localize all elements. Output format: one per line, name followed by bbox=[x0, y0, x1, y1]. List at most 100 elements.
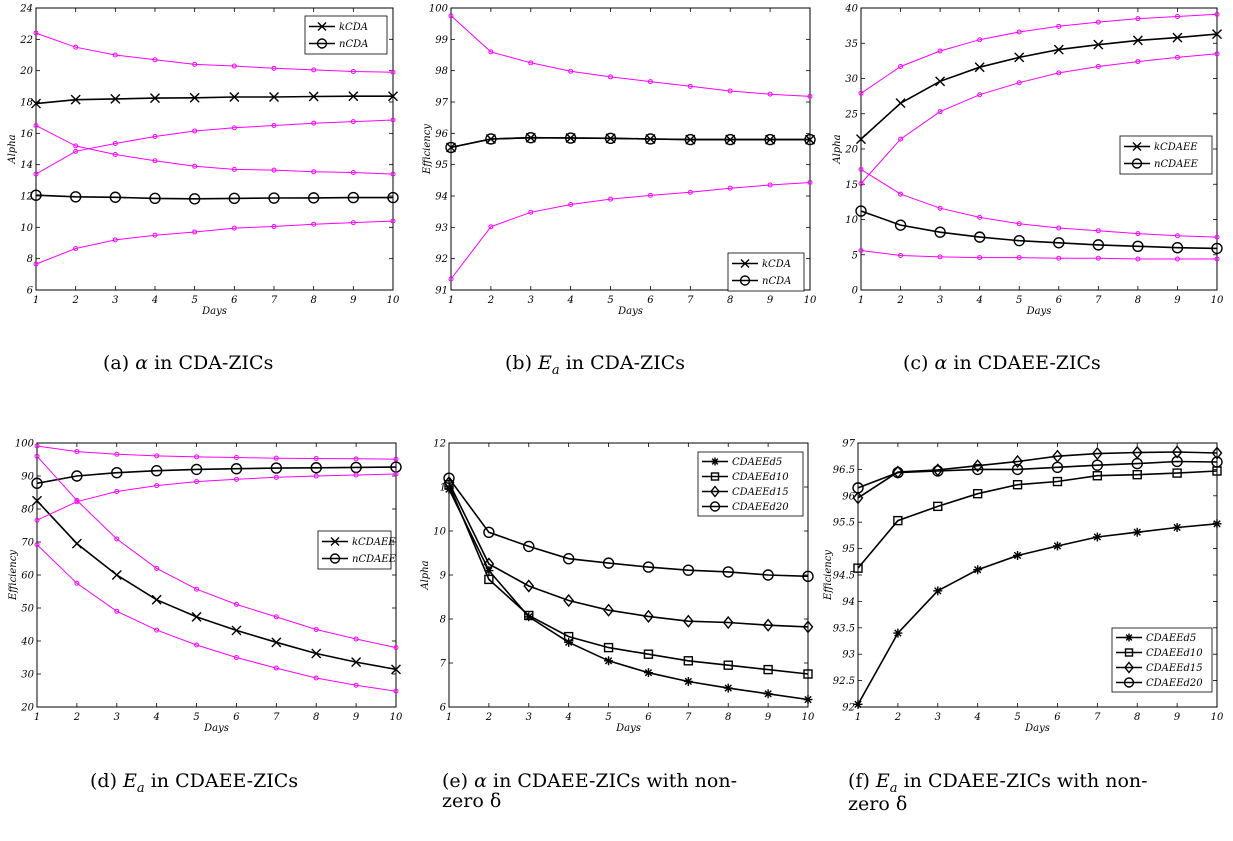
star-marker bbox=[933, 586, 943, 596]
caption-text: in CDAEE-ZICs bbox=[947, 352, 1101, 374]
circle-marker bbox=[764, 133, 776, 146]
caption-text: in CDAEE-ZICs bbox=[144, 770, 299, 792]
dot-marker bbox=[152, 232, 158, 238]
circle-marker bbox=[387, 191, 399, 204]
series-CDAEEd10 bbox=[853, 466, 1222, 573]
diamond-marker bbox=[802, 620, 814, 634]
series-CDAEEd10 bbox=[444, 480, 813, 679]
diamond-marker bbox=[972, 459, 984, 473]
circle-marker bbox=[188, 193, 201, 205]
x-marker bbox=[1014, 52, 1025, 63]
legend-label: CDAEEd10 bbox=[732, 472, 789, 483]
series-line bbox=[860, 250, 1217, 260]
caption-subscript: a bbox=[889, 780, 898, 796]
dot-marker bbox=[313, 626, 319, 632]
star-marker bbox=[853, 699, 863, 709]
diamond-marker bbox=[710, 485, 720, 498]
dot-marker bbox=[1135, 16, 1141, 22]
x-tick-label: 1 bbox=[448, 295, 454, 306]
legend-box bbox=[317, 530, 392, 570]
dot-marker bbox=[194, 586, 200, 592]
square-marker bbox=[853, 563, 863, 573]
dot-marker bbox=[34, 517, 40, 523]
series-line bbox=[448, 482, 809, 628]
series-bound bbox=[34, 443, 399, 462]
circle-marker bbox=[1211, 242, 1223, 255]
dot-marker bbox=[353, 456, 359, 462]
x-axis-label: Days bbox=[1024, 723, 1050, 734]
series-bound bbox=[34, 453, 399, 651]
chart-b: 1 2 3 4 5 6 7 8 9 10 91 92 93 94 95 96 97 98 99 100 Days Effi… bbox=[422, 4, 817, 318]
circle-marker bbox=[1011, 463, 1024, 476]
series-line bbox=[860, 33, 1218, 140]
x-tick-label: 2 bbox=[487, 295, 494, 306]
square-marker bbox=[893, 515, 903, 526]
dot-marker bbox=[858, 166, 864, 172]
series-bound bbox=[858, 166, 1220, 240]
dot-marker bbox=[647, 192, 653, 198]
circle-marker bbox=[483, 526, 495, 539]
legend-label: kCDAEE bbox=[1154, 142, 1198, 153]
series-line bbox=[35, 95, 393, 105]
x-tick-label: 5 bbox=[1016, 295, 1022, 306]
y-tick-label: 95 bbox=[842, 544, 855, 555]
dot-marker bbox=[390, 117, 396, 123]
legend-label: kCDAEE bbox=[352, 537, 396, 548]
series-line bbox=[35, 32, 394, 73]
circle-marker bbox=[71, 470, 83, 482]
dot-marker bbox=[393, 456, 399, 462]
x-marker bbox=[311, 648, 322, 659]
star-marker bbox=[1013, 550, 1023, 560]
x-tick-label: 7 bbox=[1095, 295, 1102, 306]
x-tick-label: 1 bbox=[855, 712, 861, 723]
dot-marker bbox=[112, 52, 118, 58]
y-tick-label: 25 bbox=[844, 109, 858, 120]
legend: kCDA nCDA bbox=[727, 252, 805, 292]
dot-marker bbox=[194, 454, 200, 460]
dot-marker bbox=[33, 171, 39, 177]
dot-marker bbox=[937, 109, 943, 115]
circle-marker bbox=[1171, 241, 1184, 254]
x-marker bbox=[351, 657, 362, 668]
dot-marker bbox=[34, 443, 40, 449]
x-tick-label: 4 bbox=[973, 712, 980, 723]
legend-box bbox=[727, 252, 805, 292]
x-tick-label: 7 bbox=[685, 712, 692, 723]
x-tick-label: 2 bbox=[896, 295, 903, 306]
circle-marker bbox=[1123, 677, 1135, 688]
y-tick-label: 18 bbox=[20, 98, 33, 109]
dot-marker bbox=[1095, 228, 1101, 234]
dot-marker bbox=[233, 455, 239, 461]
caption-text: in CDAEE-ZICs with non- bbox=[486, 770, 737, 792]
y-tick-label: 30 bbox=[21, 670, 34, 681]
x-tick-label: 3 bbox=[112, 295, 118, 306]
legend-label: CDAEEd20 bbox=[1146, 678, 1203, 689]
x-tick-label: 9 bbox=[353, 712, 360, 723]
y-tick-label: 93.5 bbox=[833, 623, 855, 634]
y-tick-label: 8 bbox=[27, 254, 33, 265]
series-kCDA bbox=[31, 91, 398, 109]
x-tick-label: 4 bbox=[152, 712, 159, 723]
series-line bbox=[448, 484, 809, 675]
circle-marker bbox=[934, 226, 946, 238]
dot-marker bbox=[1056, 225, 1062, 231]
dot-marker bbox=[273, 665, 279, 671]
circle-marker bbox=[111, 467, 123, 479]
dot-marker bbox=[33, 123, 39, 128]
circle-marker bbox=[30, 189, 42, 201]
x-tick-label: 6 bbox=[231, 295, 238, 306]
circle-marker bbox=[804, 133, 816, 146]
x-marker bbox=[317, 22, 327, 31]
dot-marker bbox=[488, 224, 494, 230]
y-tick-label: 10 bbox=[20, 223, 33, 234]
dot-marker bbox=[73, 148, 79, 154]
caption-text: in CDA-ZICs bbox=[559, 352, 685, 374]
series-bound bbox=[858, 248, 1220, 262]
series-line bbox=[35, 220, 394, 265]
dot-marker bbox=[152, 57, 158, 63]
dot-marker bbox=[1056, 23, 1062, 29]
dot-marker bbox=[1095, 255, 1101, 261]
x-tick-label: 7 bbox=[273, 712, 280, 723]
x-tick-label: 7 bbox=[1094, 712, 1101, 723]
dot-marker bbox=[488, 49, 494, 55]
